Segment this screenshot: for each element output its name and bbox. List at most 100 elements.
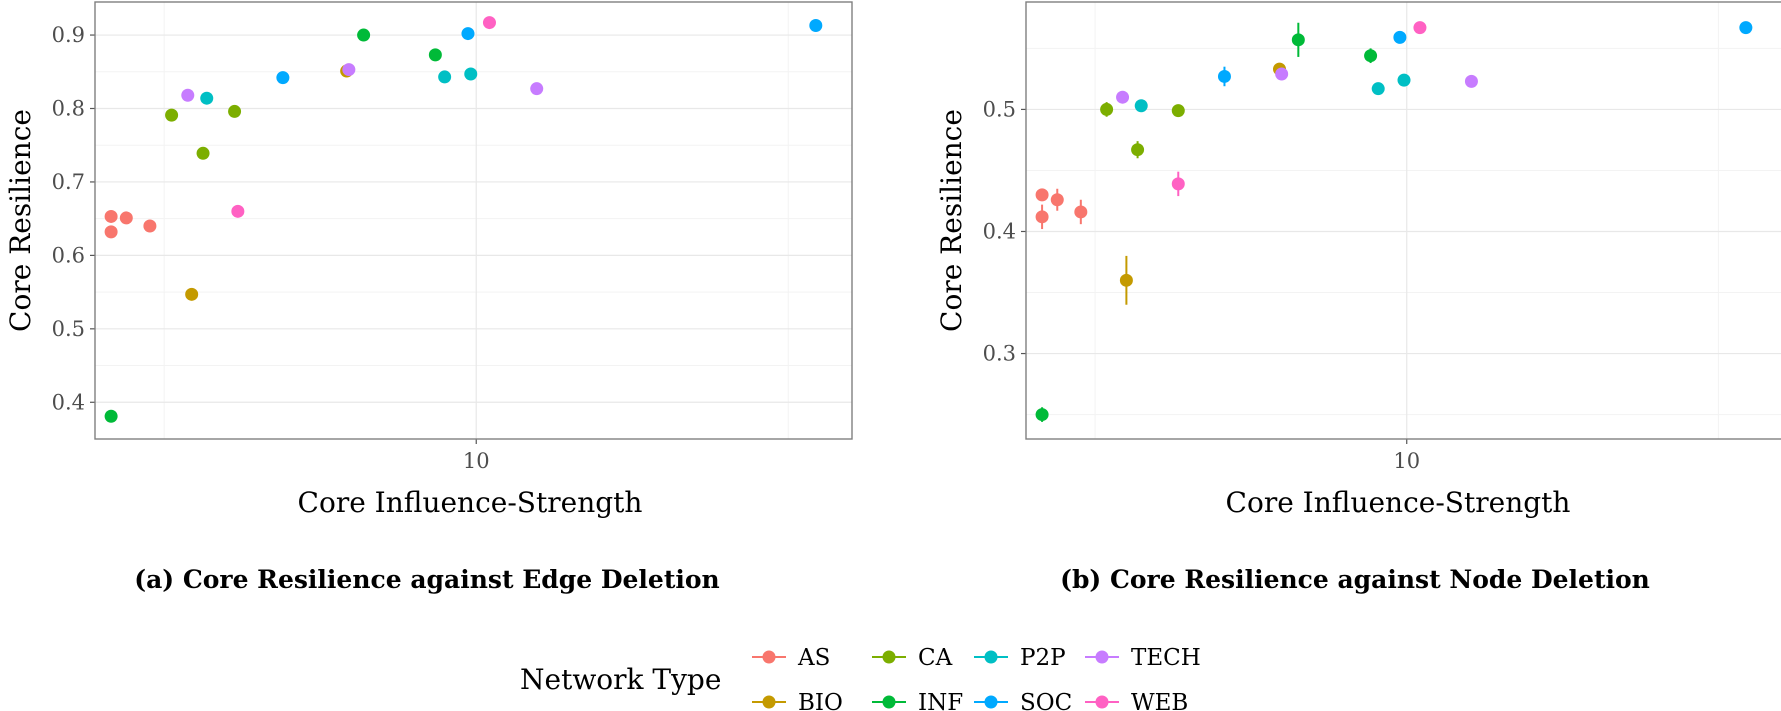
- data-point-as: [119, 211, 133, 225]
- data-point-ca: [1171, 104, 1185, 118]
- legend-label: WEB: [1131, 690, 1188, 711]
- caption-edge-deletion: (a) Core Resilience against Edge Deletio…: [134, 565, 719, 594]
- y-axis-title: Core Resilience: [935, 109, 968, 332]
- legend-item-ca: CA: [872, 645, 953, 671]
- legend-item-inf: INF: [872, 690, 963, 711]
- x-tick-label: 10: [463, 449, 490, 473]
- y-tick-label: 0.9: [52, 23, 85, 47]
- plot-background: [1026, 2, 1781, 439]
- data-point-p2p: [1134, 99, 1148, 113]
- legend-key-point: [984, 695, 998, 709]
- y-tick-label: 0.5: [52, 317, 85, 341]
- series-as: [1035, 188, 1088, 230]
- data-point-p2p: [200, 91, 214, 105]
- y-axis-title: Core Resilience: [4, 109, 37, 332]
- x-tick-label: 10: [1393, 449, 1420, 473]
- data-point-ca: [1100, 102, 1114, 116]
- legend-key-point: [984, 650, 998, 664]
- legend-item-tech: TECH: [1085, 645, 1201, 671]
- series-as: [104, 209, 157, 239]
- data-point-web: [231, 204, 245, 218]
- y-tick-label: 0.7: [52, 170, 85, 194]
- data-point-p2p: [464, 67, 478, 81]
- legend: Network Type AS BIO CA INF P2P SOC TECH WEB: [520, 645, 1201, 711]
- panel-node-deletion: 0.3 0.4 0.5 10 Core Influence-Strength Core R…: [935, 1, 1781, 519]
- data-point-as: [1074, 205, 1088, 219]
- series-soc: [1217, 21, 1753, 87]
- series-inf: [104, 28, 442, 423]
- legend-label: CA: [918, 645, 953, 671]
- legend-key-point: [1095, 650, 1109, 664]
- data-point-inf: [1291, 33, 1305, 47]
- series-p2p: [1134, 73, 1411, 113]
- data-point-soc: [461, 27, 475, 41]
- series-soc: [276, 19, 823, 85]
- data-point-inf: [104, 409, 118, 423]
- data-point-web: [482, 16, 496, 30]
- legend-item-as: AS: [752, 645, 830, 671]
- data-point-inf: [1364, 49, 1378, 63]
- legend-key-point: [1095, 695, 1109, 709]
- legend-label: INF: [918, 690, 963, 711]
- data-point-as: [1035, 210, 1049, 224]
- legend-item-web: WEB: [1085, 690, 1188, 711]
- series-p2p: [200, 67, 478, 105]
- legend-item-soc: SOC: [974, 690, 1072, 711]
- data-point-as: [104, 209, 118, 223]
- data-point-inf: [1035, 408, 1049, 422]
- data-point-tech: [1116, 90, 1130, 104]
- data-point-soc: [1393, 30, 1407, 44]
- series-inf: [1035, 22, 1378, 422]
- data-point-web: [1171, 177, 1185, 191]
- y-tick-label: 0.4: [52, 390, 85, 414]
- x-axis-title: Core Influence-Strength: [1226, 486, 1571, 519]
- series-ca: [165, 104, 242, 160]
- legend-label: SOC: [1020, 690, 1072, 711]
- data-point-soc: [276, 71, 290, 85]
- series-web: [231, 16, 496, 218]
- data-point-bio: [185, 287, 199, 301]
- data-point-tech: [181, 88, 195, 102]
- data-point-tech: [1464, 74, 1478, 88]
- legend-title: Network Type: [520, 663, 721, 696]
- data-point-ca: [196, 146, 210, 160]
- series-tech: [1116, 67, 1478, 104]
- data-point-inf: [357, 28, 371, 42]
- plot-border: [94, 1, 853, 440]
- legend-key-point: [762, 695, 776, 709]
- data-point-as: [1050, 193, 1064, 207]
- legend-key-point: [882, 650, 896, 664]
- legend-item-bio: BIO: [752, 690, 843, 711]
- plot-border: [1025, 1, 1781, 440]
- y-tick-label: 0.5: [983, 97, 1016, 121]
- caption-node-deletion: (b) Core Resilience against Node Deletio…: [1060, 565, 1650, 594]
- plot-background: [95, 2, 852, 439]
- series-ca: [1100, 102, 1185, 159]
- data-point-ca: [165, 108, 179, 122]
- data-point-tech: [530, 82, 544, 96]
- data-point-tech: [1275, 67, 1289, 81]
- x-axis-title: Core Influence-Strength: [298, 486, 643, 519]
- data-point-soc: [809, 19, 823, 33]
- data-point-bio: [1119, 273, 1133, 287]
- data-point-soc: [1739, 21, 1753, 35]
- legend-label: TECH: [1131, 645, 1201, 671]
- legend-label: BIO: [798, 690, 843, 711]
- data-point-web: [1413, 21, 1427, 35]
- legend-item-p2p: P2P: [974, 645, 1066, 671]
- data-point-as: [143, 219, 157, 233]
- data-point-tech: [342, 63, 356, 77]
- legend-key-point: [882, 695, 896, 709]
- series-tech: [181, 63, 544, 102]
- data-point-p2p: [438, 70, 452, 84]
- data-point-ca: [228, 104, 242, 118]
- series-web: [1171, 21, 1427, 197]
- y-tick-label: 0.4: [983, 219, 1016, 243]
- data-point-p2p: [1397, 73, 1411, 87]
- data-point-as: [104, 225, 118, 239]
- data-point-ca: [1131, 143, 1145, 157]
- legend-label: P2P: [1020, 645, 1066, 671]
- legend-key-point: [762, 650, 776, 664]
- y-tick-label: 0.6: [52, 243, 85, 267]
